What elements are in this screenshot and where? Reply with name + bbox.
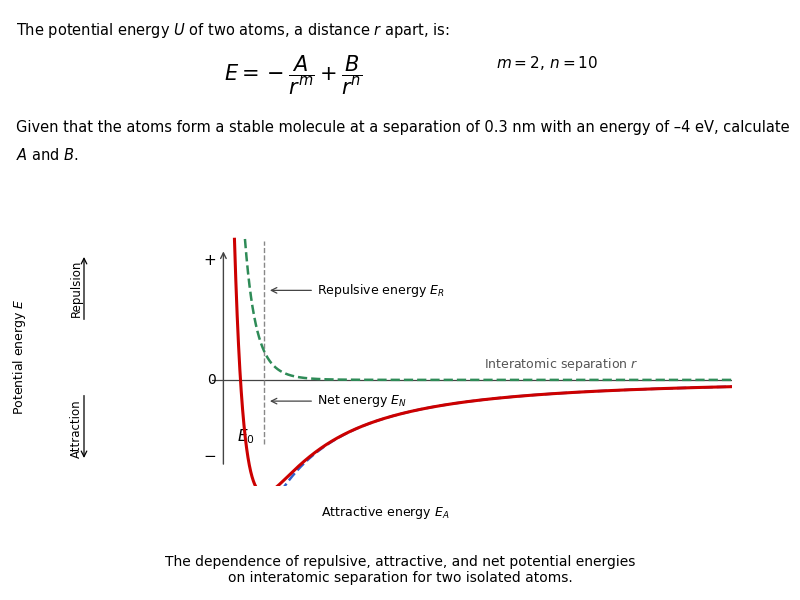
Text: Attractive energy $E_A$: Attractive energy $E_A$ — [322, 503, 450, 521]
Text: Attraction: Attraction — [70, 400, 82, 458]
Text: +: + — [203, 253, 216, 268]
Text: Interatomic separation $r$: Interatomic separation $r$ — [484, 356, 638, 373]
Text: The potential energy $U$ of two atoms, a distance $r$ apart, is:: The potential energy $U$ of two atoms, a… — [16, 21, 450, 40]
Text: $E_0$: $E_0$ — [238, 427, 255, 446]
Text: $E = -\dfrac{A}{r^m} + \dfrac{B}{r^n}$: $E = -\dfrac{A}{r^m} + \dfrac{B}{r^n}$ — [224, 54, 362, 97]
Text: Repulsive energy $E_R$: Repulsive energy $E_R$ — [317, 282, 445, 299]
Text: −: − — [203, 449, 216, 464]
Text: Repulsion: Repulsion — [70, 259, 82, 317]
Text: $A$ and $B$.: $A$ and $B$. — [16, 147, 78, 163]
Text: Potential energy $E$: Potential energy $E$ — [11, 299, 29, 415]
Text: The dependence of repulsive, attractive, and net potential energies
on interatom: The dependence of repulsive, attractive,… — [165, 555, 635, 585]
Text: 0: 0 — [207, 373, 216, 387]
Text: Net energy $E_N$: Net energy $E_N$ — [317, 393, 407, 409]
Text: Given that the atoms form a stable molecule at a separation of 0.3 nm with an en: Given that the atoms form a stable molec… — [16, 120, 790, 135]
Text: $m = 2,\, n = 10$: $m = 2,\, n = 10$ — [496, 54, 598, 72]
